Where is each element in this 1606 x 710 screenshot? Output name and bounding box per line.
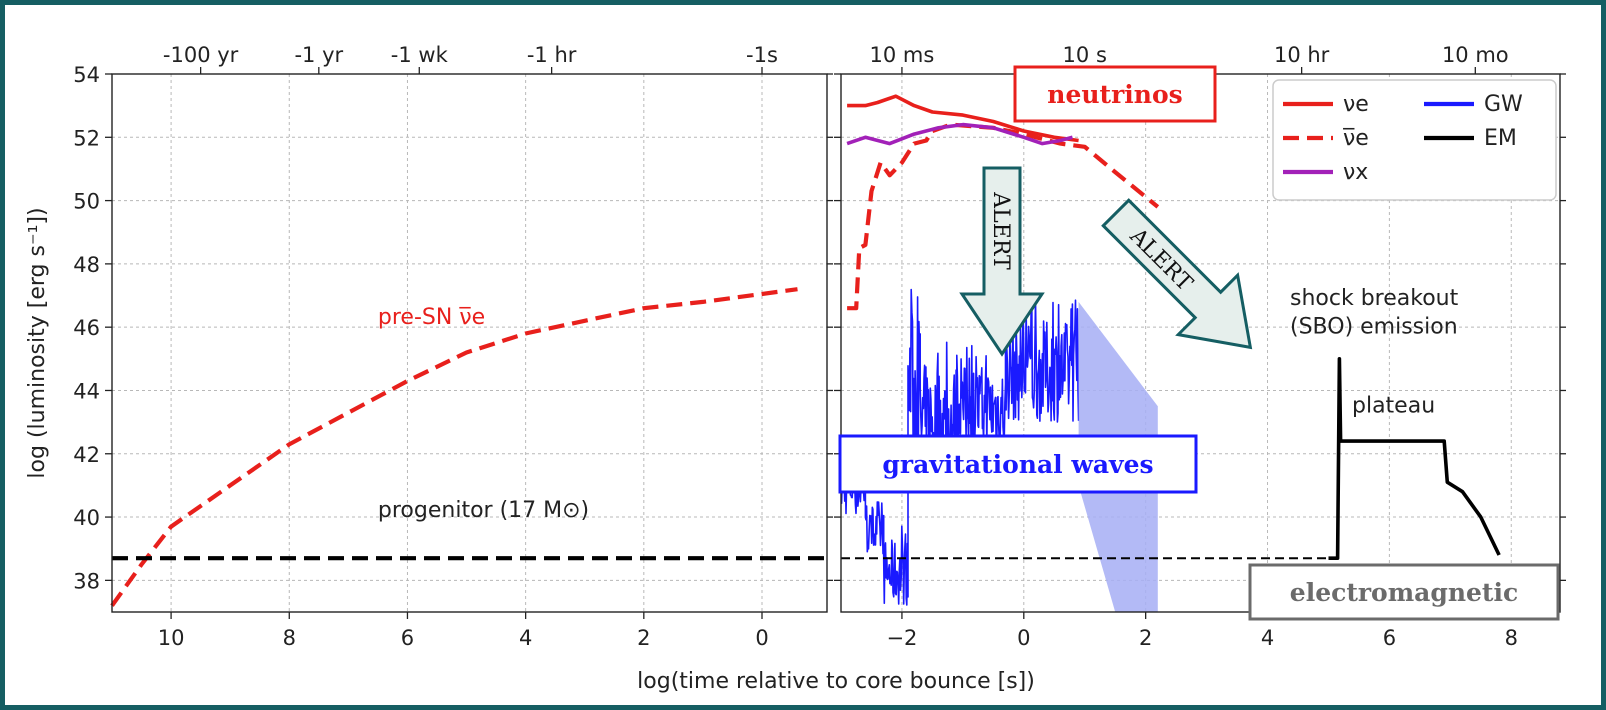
x-tick-label: 2: [1139, 626, 1152, 650]
alert-arrow-gw: ALERT: [962, 168, 1042, 354]
top-tick-label: -1 yr: [294, 43, 343, 67]
y-tick-label: 44: [73, 379, 100, 403]
legend: νe ν̅e νx GW EM: [1273, 80, 1556, 200]
top-tick-label: -1 wk: [391, 43, 449, 67]
top-tick-label: -1s: [746, 43, 778, 67]
series-line-em: [1329, 359, 1500, 558]
electromagnetic-label: electromagnetic: [1290, 578, 1518, 607]
y-tick-label: 50: [73, 190, 100, 214]
x-tick-label: 4: [519, 626, 532, 650]
y-tick-label: 40: [73, 506, 100, 530]
x-tick-label: −2: [886, 626, 917, 650]
gravitational-waves-label: gravitational waves: [882, 450, 1153, 479]
annotation-layer: pre-SN ν̅e progenitor (17 M⊙) shock breako…: [378, 67, 1558, 619]
top-tick-label: 10 ms: [870, 43, 935, 67]
x-tick-label: 8: [1505, 626, 1518, 650]
x-tick-label: 6: [1383, 626, 1396, 650]
top-tick-label: -100 yr: [163, 43, 239, 67]
top-tick-label: 10 hr: [1274, 43, 1330, 67]
legend-label: GW: [1484, 92, 1523, 117]
x-tick-label: 6: [401, 626, 414, 650]
y-tick-label: 54: [73, 63, 100, 87]
progenitor-label: progenitor (17 M⊙): [378, 498, 589, 523]
top-tick-label: 10 mo: [1442, 43, 1509, 67]
plateau-label: plateau: [1352, 394, 1435, 419]
axes-frame: [112, 74, 827, 612]
y-tick-label: 48: [73, 253, 100, 277]
pre-sn-label: pre-SN ν̅e: [378, 305, 485, 330]
sbo-label-line2: (SBO) emission: [1290, 315, 1458, 340]
x-tick-label: 4: [1261, 626, 1274, 650]
top-tick-label: 10 s: [1063, 43, 1107, 67]
top-tick-label: -1 hr: [527, 43, 577, 67]
neutrinos-label: neutrinos: [1047, 80, 1182, 109]
alert-arrow-em: ALERT: [1086, 183, 1280, 377]
y-tick-label: 52: [73, 126, 100, 150]
sbo-label-line1: shock breakout: [1290, 286, 1459, 311]
x-axis-label: log(time relative to core bounce [s]): [637, 669, 1035, 694]
x-tick-label: 0: [1017, 626, 1030, 650]
x-tick-label: 8: [283, 626, 296, 650]
legend-label: EM: [1484, 126, 1517, 151]
x-tick-label: 10: [158, 626, 185, 650]
legend-label: νe: [1343, 92, 1369, 117]
alert-arrow-gw-label: ALERT: [988, 191, 1013, 270]
x-tick-label: 0: [755, 626, 768, 650]
y-axis-label: log (luminosity [erg s⁻¹]): [25, 207, 50, 478]
y-tick-label: 42: [73, 443, 100, 467]
x-tick-label: 2: [637, 626, 650, 650]
legend-label: νx: [1343, 160, 1368, 185]
y-tick-label: 46: [73, 316, 100, 340]
y-tick-label: 38: [73, 569, 100, 593]
legend-label: ν̅e: [1342, 126, 1369, 151]
